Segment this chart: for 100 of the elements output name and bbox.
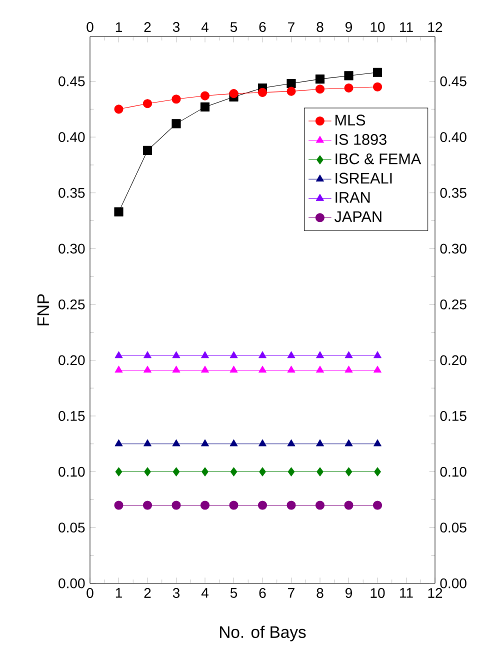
x2-tick-label: 8 xyxy=(316,22,324,32)
point xyxy=(230,439,238,446)
point xyxy=(172,439,180,446)
point xyxy=(374,467,381,476)
point xyxy=(230,467,238,476)
point xyxy=(286,78,296,88)
point xyxy=(315,84,325,94)
y2-tick-label: 0.05 xyxy=(440,522,466,533)
x-tick-label: 0 xyxy=(86,588,94,598)
x-tick-label: 12 xyxy=(428,588,442,598)
point xyxy=(287,366,296,373)
point xyxy=(286,500,296,510)
point xyxy=(316,467,324,476)
x2-tick-label: 9 xyxy=(346,22,352,32)
point xyxy=(172,366,180,373)
point xyxy=(200,91,210,100)
point xyxy=(316,351,324,358)
y-tick-label: 0.30 xyxy=(58,244,85,254)
legend-label: IS 1893 xyxy=(336,134,386,145)
point xyxy=(142,99,152,108)
x-tick-label: 9 xyxy=(346,588,352,598)
point xyxy=(345,467,352,476)
y-tick-label: 0.20 xyxy=(58,355,85,366)
point xyxy=(374,366,382,373)
point xyxy=(374,439,382,446)
point xyxy=(144,439,152,446)
point xyxy=(114,439,123,446)
point xyxy=(201,439,209,446)
y2-tick-label: 0.30 xyxy=(440,244,466,254)
y2-tick-label: 0.00 xyxy=(440,578,466,588)
x2-tick-label: 7 xyxy=(288,22,294,32)
x-tick-label: 5 xyxy=(230,588,238,598)
y2-tick-label: 0.10 xyxy=(440,466,466,477)
point xyxy=(258,88,268,97)
x2-tick-label: 3 xyxy=(172,22,180,32)
point xyxy=(258,351,266,358)
point xyxy=(344,71,354,80)
y2-tick-label: 0.15 xyxy=(440,411,466,421)
x2-tick-label: 0 xyxy=(86,22,94,32)
point xyxy=(344,500,354,510)
point xyxy=(287,439,296,446)
point xyxy=(200,500,210,510)
point xyxy=(229,500,238,510)
point xyxy=(202,467,208,476)
point xyxy=(144,351,152,358)
point xyxy=(372,500,382,510)
x2-tick-label: 10 xyxy=(370,22,385,32)
point xyxy=(172,94,181,104)
point xyxy=(200,102,210,112)
y-tick-label: 0.00 xyxy=(58,578,85,588)
point xyxy=(344,351,353,358)
point xyxy=(344,83,354,93)
y-tick-label: 0.25 xyxy=(58,299,85,310)
x2-tick-label: 5 xyxy=(230,22,238,32)
y2-tick-label: 0.40 xyxy=(440,132,466,142)
x-tick-label: 3 xyxy=(172,588,180,598)
point xyxy=(258,439,266,446)
x2-tick-label: 4 xyxy=(201,22,208,32)
x-tick-label: 8 xyxy=(316,588,324,598)
y-tick-label: 0.10 xyxy=(58,466,85,477)
legend-label: JAPAN xyxy=(334,211,382,222)
legend-label: ISREALI xyxy=(336,172,392,184)
y2-tick-label: 0.20 xyxy=(440,355,466,366)
point xyxy=(172,351,180,358)
point xyxy=(142,146,152,155)
x-tick-label: 2 xyxy=(144,588,151,598)
x-tick-label: 7 xyxy=(288,588,294,598)
point xyxy=(230,366,238,373)
point xyxy=(114,351,123,358)
x2-tick-label: 11 xyxy=(400,22,413,32)
point xyxy=(115,467,122,476)
x-axis-title: No. of Bays xyxy=(220,626,306,642)
point xyxy=(315,500,325,510)
point xyxy=(258,366,266,373)
x-tick-label: 11 xyxy=(400,588,413,598)
y-tick-label: 0.15 xyxy=(58,411,85,421)
point xyxy=(344,366,353,373)
y-axis-title: FNP xyxy=(37,294,49,326)
point xyxy=(172,467,180,476)
x-tick-label: 6 xyxy=(259,588,266,598)
x-tick-label: 4 xyxy=(201,588,208,598)
legend-label: IBC & FEMA xyxy=(336,153,422,164)
point xyxy=(172,500,181,510)
legend-label: IRAN xyxy=(336,192,370,203)
point xyxy=(201,351,209,358)
point xyxy=(374,351,382,358)
point xyxy=(287,351,296,358)
point xyxy=(114,500,124,510)
x2-tick-label: 1 xyxy=(116,22,122,32)
x-tick-label: 10 xyxy=(370,588,385,598)
point xyxy=(288,467,295,476)
legend-label: MLS xyxy=(336,114,366,126)
y2-tick-label: 0.35 xyxy=(440,188,466,198)
x2-tick-label: 6 xyxy=(259,22,266,32)
point xyxy=(172,119,181,128)
x-tick-label: 1 xyxy=(116,588,122,598)
point xyxy=(316,366,324,373)
point xyxy=(372,68,382,77)
y-tick-label: 0.45 xyxy=(58,76,85,86)
y2-tick-label: 0.25 xyxy=(440,299,466,310)
